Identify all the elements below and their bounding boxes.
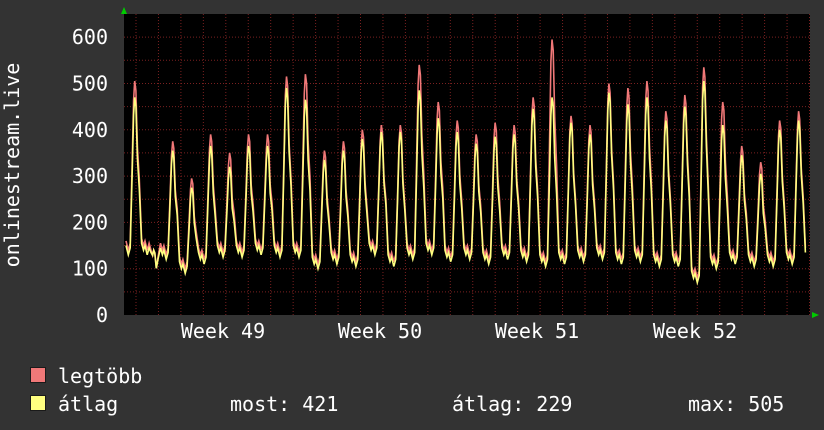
legend: legtöbb átlag most: 421 átlag: 229 max: … <box>30 362 810 418</box>
stat-avg: átlag: 229 <box>452 392 573 416</box>
series-line-atlag <box>125 81 807 286</box>
legend-swatch-atlag <box>30 395 46 411</box>
x-axis: Week 49 Week 50 Week 51 Week 52 <box>181 319 737 343</box>
y-tick-label: 500 <box>72 71 108 95</box>
legend-row-legtobb: legtöbb <box>30 362 810 390</box>
stat-max: max: 505 <box>688 392 785 416</box>
y-axis: 0 100 200 300 400 500 600 <box>72 25 108 327</box>
grid <box>124 14 810 315</box>
plot-area <box>124 14 810 315</box>
x-tick-label: Week 49 <box>181 319 265 343</box>
x-tick-label: Week 52 <box>653 319 737 343</box>
y-tick-label: 400 <box>72 118 108 142</box>
x-tick-label: Week 50 <box>338 319 422 343</box>
y-tick-label: 200 <box>72 210 108 234</box>
y-axis-label: onlinestream.live <box>0 63 24 268</box>
legend-label-atlag: átlag <box>58 392 119 416</box>
legend-label-legtobb: legtöbb <box>58 364 143 388</box>
y-tick-label: 300 <box>72 164 108 188</box>
x-axis-arrow-icon <box>812 312 819 318</box>
legend-swatch-legtobb <box>30 367 46 383</box>
y-axis-arrow-icon <box>121 7 127 14</box>
y-tick-label: 100 <box>72 257 108 281</box>
y-tick-label: 0 <box>96 303 108 327</box>
x-tick-label: Week 51 <box>495 319 579 343</box>
stat-most: most: 421 <box>230 392 339 416</box>
legend-row-atlag: átlag most: 421 átlag: 229 max: 505 <box>30 390 810 418</box>
y-tick-label: 600 <box>72 25 108 49</box>
